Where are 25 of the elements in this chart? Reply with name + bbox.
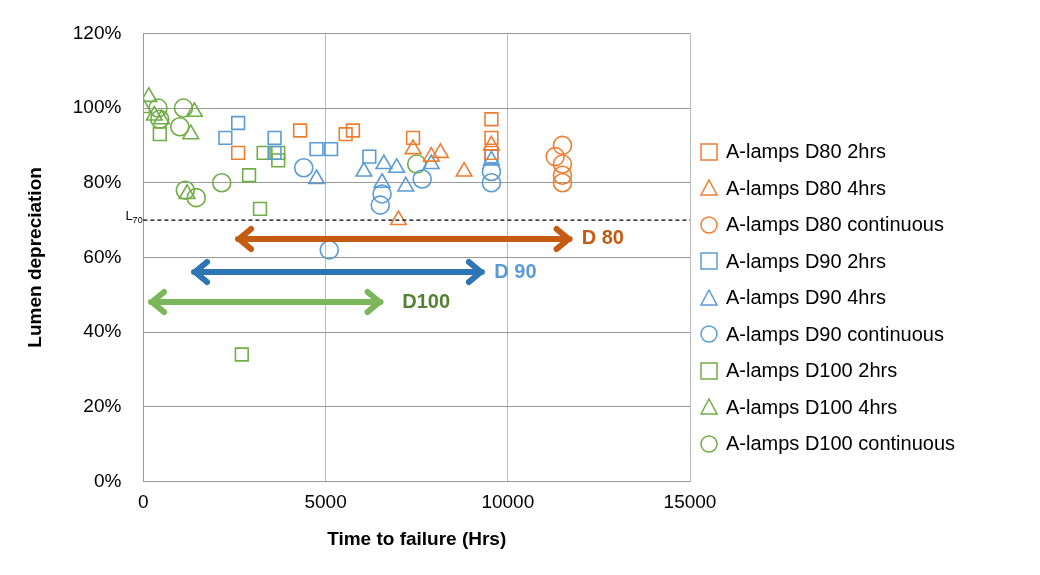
- x-tick-label: 15000: [663, 491, 717, 513]
- y-tick-label: 60%: [83, 245, 122, 267]
- legend-label: A-lamps D100 2hrs: [726, 358, 898, 384]
- x-tick-label: 0: [138, 491, 149, 513]
- y-tick-label: 100%: [72, 96, 122, 118]
- y-axis-title: Lumen depreciation: [23, 167, 45, 348]
- legend-label: A-lamps D80 4hrs: [726, 175, 887, 201]
- y-tick-label: 80%: [83, 170, 122, 192]
- legend-label: A-lamps D100 continuous: [726, 431, 956, 457]
- y-tick-label: 0%: [93, 469, 122, 491]
- annotation: D 80: [581, 226, 624, 249]
- x-tick-label: 5000: [304, 491, 347, 513]
- legend-label: A-lamps D90 continuous: [726, 321, 944, 347]
- legend-label: A-lamps D80 2hrs: [726, 139, 887, 165]
- y-tick-label: 20%: [83, 394, 122, 416]
- annotation: D100: [402, 289, 451, 312]
- x-tick-label: 10000: [481, 491, 535, 513]
- legend-label: A-lamps D90 4hrs: [726, 285, 887, 311]
- legend-label: A-lamps D100 4hrs: [726, 394, 898, 420]
- legend-label: A-lamps D80 continuous: [726, 212, 944, 238]
- y-tick-label: 120%: [72, 21, 122, 43]
- y-tick-label: 40%: [83, 320, 122, 342]
- x-axis-title: Time to failure (Hrs): [327, 527, 507, 549]
- legend-label: A-lamps D90 2hrs: [726, 248, 887, 274]
- annotation: D 90: [494, 259, 537, 282]
